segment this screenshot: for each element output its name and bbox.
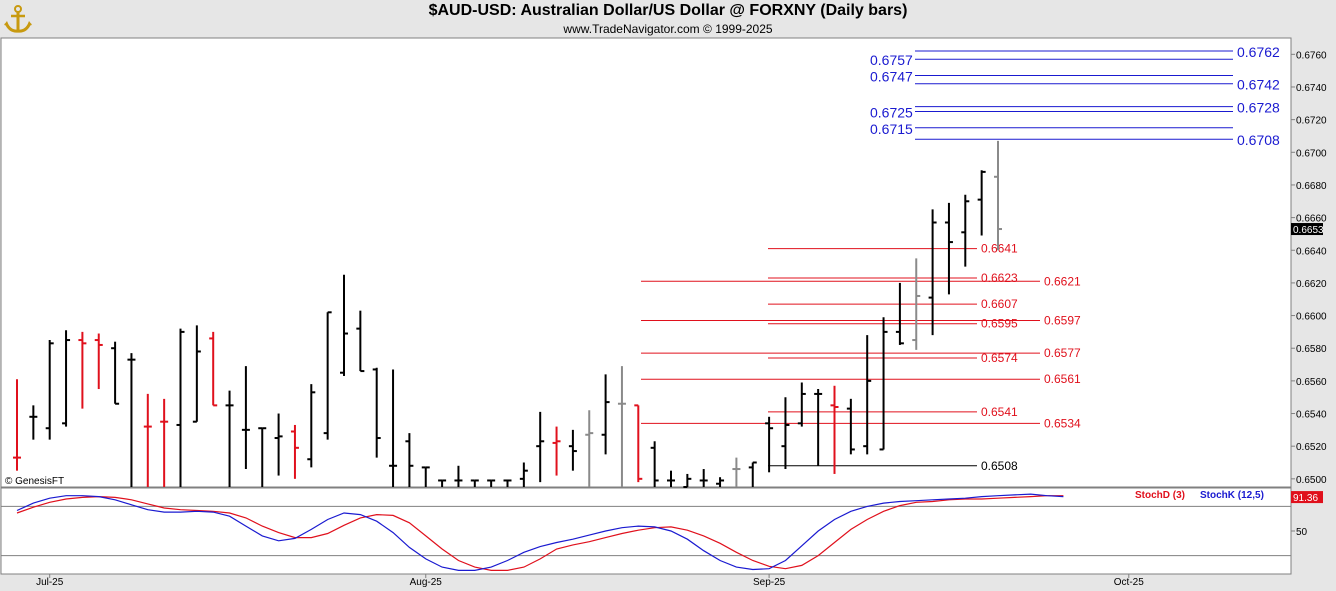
stoch-panel-bg [0, 487, 1292, 575]
y-tick-label: 0.6600 [1296, 312, 1327, 323]
fib-label: 0.6742 [1237, 77, 1280, 93]
chart-title: $AUD-USD: Australian Dollar/US Dollar @ … [428, 2, 908, 19]
chart-subtitle: www.TradeNavigator.com © 1999-2025 [563, 22, 773, 36]
y-tick-label: 0.6560 [1296, 377, 1327, 388]
y-tick-label: 0.6760 [1296, 50, 1327, 61]
legend-stochd: StochD (3) [1135, 490, 1185, 501]
fib-label: 0.6641 [981, 242, 1018, 256]
fib-label: 0.6708 [1237, 132, 1280, 148]
fib-label: 0.6534 [1044, 416, 1081, 430]
price-panel-bg [0, 37, 1292, 488]
x-tick-label: Jul-25 [36, 577, 64, 588]
last-price-label: 0.6653 [1293, 225, 1324, 236]
y-tick-label: 0.6660 [1296, 214, 1327, 225]
fib-label: 0.6607 [981, 297, 1018, 311]
fib-label: 0.6621 [1044, 274, 1081, 288]
stoch-last-badge [1291, 491, 1323, 504]
fib-label: 0.6725 [870, 104, 913, 120]
fib-label: 0.6561 [1044, 372, 1081, 386]
fib-label: 0.6728 [1237, 100, 1280, 116]
last-price-badge [1291, 223, 1323, 236]
y-tick-label: 0.6580 [1296, 344, 1327, 355]
y-tick-label: 0.6740 [1296, 83, 1327, 94]
y-tick-label: 0.6540 [1296, 410, 1327, 421]
fib-label: 0.6623 [981, 271, 1018, 285]
fib-label: 0.6574 [981, 351, 1018, 365]
stochk-line [16, 493, 1064, 572]
fib-label: 0.6747 [870, 69, 913, 85]
fib-label: 0.6508 [981, 459, 1018, 473]
fib-label: 0.6597 [1044, 313, 1081, 327]
legend-stochk: StochK (12,5) [1200, 490, 1264, 501]
x-tick-label: Sep-25 [753, 577, 786, 588]
x-tick-label: Aug-25 [410, 577, 443, 588]
y-tick-label: 0.6680 [1296, 181, 1327, 192]
y-tick-label: 0.6520 [1296, 442, 1327, 453]
fib-label: 0.6757 [870, 52, 913, 68]
x-tick-label: Oct-25 [1114, 577, 1144, 588]
fib-label: 0.6577 [1044, 346, 1081, 360]
copyright-label: © GenesisFT [5, 476, 64, 487]
fib-label: 0.6595 [981, 317, 1018, 331]
y-tick-label: 0.6620 [1296, 279, 1327, 290]
fib-label: 0.6715 [870, 121, 913, 137]
fib-label: 0.6762 [1237, 44, 1280, 60]
stoch-last-label: 91.36 [1293, 493, 1318, 504]
y-tick-label: 0.6500 [1296, 475, 1327, 486]
anchor-logo-icon [2, 3, 34, 35]
fib-label: 0.6541 [981, 405, 1018, 419]
y-tick-label: 0.6640 [1296, 246, 1327, 257]
stoch-tick-label: 50 [1296, 527, 1308, 538]
stochd-line [16, 495, 1064, 572]
y-tick-label: 0.6700 [1296, 148, 1327, 159]
y-tick-label: 0.6720 [1296, 116, 1327, 127]
